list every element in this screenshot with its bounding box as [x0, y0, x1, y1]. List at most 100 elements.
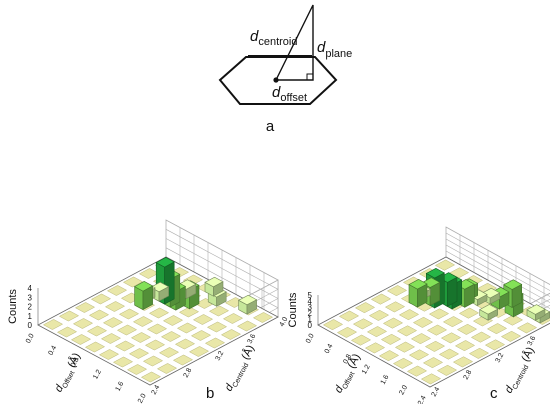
floor-tile [380, 333, 402, 345]
floor-tile [70, 334, 92, 345]
x-tick-label: 2.0 [137, 393, 148, 404]
floor-tile [336, 326, 358, 338]
floor-tile [440, 332, 462, 344]
floor-tile [220, 329, 242, 340]
floor-tile [122, 276, 144, 288]
floor-tile [42, 319, 64, 330]
floor-tile [114, 340, 136, 352]
floor-tile [160, 331, 182, 342]
x-axis-label: dOffset (Å) [52, 351, 85, 395]
floor-tile [452, 356, 474, 368]
x-tick-label: 0.4 [324, 343, 335, 355]
bar-top-face [479, 304, 499, 315]
floor-tile [130, 332, 152, 343]
floor-tile [88, 309, 110, 321]
bar-top-face [425, 267, 445, 279]
floor-tile [486, 323, 508, 335]
floor-tile [468, 347, 490, 359]
floor-tile [102, 317, 124, 328]
floor-tile [188, 346, 210, 357]
z-tick-label: 1 [28, 312, 33, 321]
floor-tile [156, 363, 178, 374]
x-tick-label: 1.2 [92, 369, 103, 381]
y-tick-label: 2.4 [151, 384, 162, 396]
floor-tile [58, 310, 80, 322]
panel-label-c: c [490, 385, 498, 402]
bar-3d [133, 281, 154, 311]
floor-tile [252, 312, 274, 323]
floor-tile [398, 309, 420, 321]
floor-tile [56, 326, 78, 338]
floor-tile [148, 307, 170, 319]
floor-tile [470, 331, 492, 343]
floor-tile [442, 316, 464, 328]
bar-3d [204, 276, 224, 297]
floor-tile [176, 322, 198, 334]
floor-tile [178, 306, 200, 318]
bar-top-face [204, 276, 224, 288]
floor-tile [208, 305, 230, 317]
z-tick-label: 0 [308, 321, 313, 330]
floor-tile [104, 301, 126, 312]
z-tick-label: 5 [308, 291, 313, 300]
floor-tile [384, 301, 406, 313]
y-axis-label: dCentroid (Å) [502, 345, 539, 396]
floor-tile [436, 364, 458, 376]
floor-tile [174, 338, 196, 350]
z-axis-label: Counts [287, 292, 299, 327]
floor-tile [428, 308, 450, 320]
bar-top-face [408, 279, 428, 290]
x-tick-label: 0.8 [342, 353, 353, 365]
floor-tile [352, 318, 374, 330]
z-tick-label: 0 [28, 321, 33, 330]
floor-tile [132, 316, 154, 327]
y-tick-label: 2.8 [183, 367, 194, 379]
floor-tile [190, 330, 212, 341]
floor-tile [396, 325, 418, 337]
z-tick-label: 4 [28, 284, 33, 293]
floor-tile [118, 308, 140, 320]
floor-tile [100, 333, 122, 344]
bars [408, 267, 550, 324]
floor-tile [142, 355, 164, 367]
x-tick-label: 2.4 [417, 395, 428, 404]
floor-tile [368, 309, 390, 321]
floor-tile [354, 302, 376, 314]
floor-tile [172, 354, 194, 366]
floor-tile [412, 316, 434, 328]
floor-tile [84, 341, 106, 353]
floor-tile [162, 315, 184, 326]
floor-tile [206, 321, 228, 333]
floor-tile [144, 339, 166, 351]
x-tick-label: 1.6 [380, 374, 391, 386]
x-tick-label: 0.0 [305, 333, 316, 345]
floor-tile [204, 337, 226, 349]
bar-3d [237, 294, 258, 315]
right-triangle [274, 4, 314, 81]
bar-side-face [164, 261, 175, 305]
floor-tile [476, 282, 498, 294]
bar-top-face [526, 304, 546, 315]
bar-top-face [503, 279, 523, 290]
floor-tile [454, 340, 476, 352]
y-tick-label: 2.4 [431, 386, 442, 398]
floor-tile [106, 285, 128, 296]
floor-tile [386, 285, 408, 297]
floor-tile [420, 373, 442, 385]
floor-tile [382, 317, 404, 329]
floor-tile [458, 307, 480, 319]
y-tick-label: 2.8 [463, 369, 474, 381]
z-tick-label: 2 [28, 303, 33, 312]
panel-label-b: b [206, 385, 214, 402]
floor-tile [438, 348, 460, 360]
z-tick-label: 4 [308, 297, 313, 306]
floor-tile [90, 293, 112, 305]
bars [133, 257, 258, 315]
floor-tile [98, 349, 120, 360]
floor-tile [364, 342, 386, 354]
d-offset-label: doffset [272, 84, 307, 104]
bar-3d [526, 304, 546, 321]
x-tick-label: 0.8 [70, 357, 81, 369]
bar-top-face [237, 294, 258, 306]
